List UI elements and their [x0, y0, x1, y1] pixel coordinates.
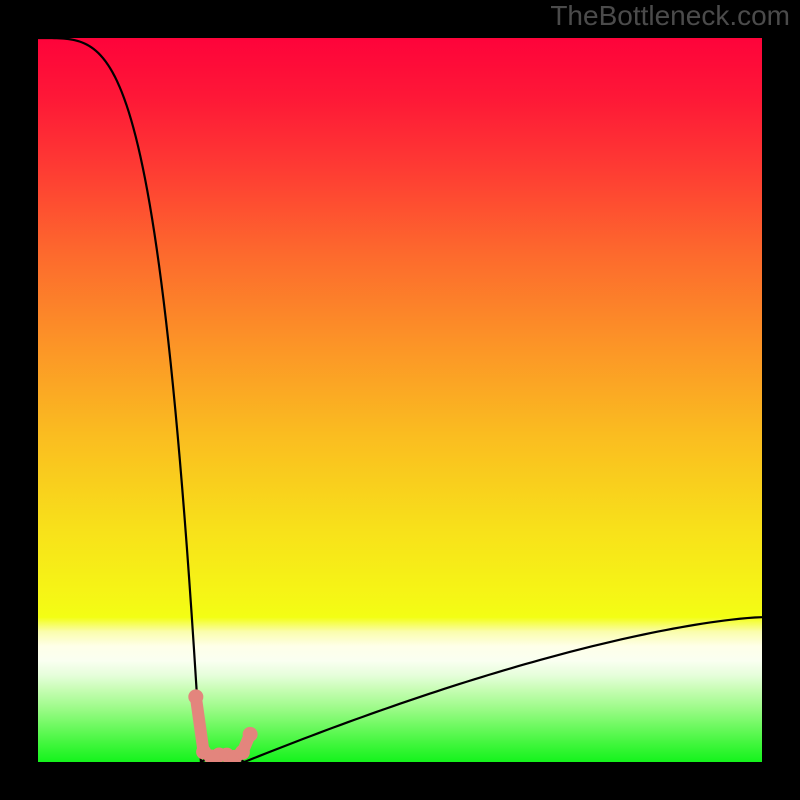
plot-area [38, 38, 762, 762]
trough-marker-dot [243, 727, 258, 742]
trough-marker-dot [188, 689, 203, 704]
trough-marker-dot [235, 745, 250, 760]
curve-layer [38, 38, 762, 762]
bottleneck-curve [38, 38, 762, 762]
chart-stage: TheBottleneck.com [0, 0, 800, 800]
watermark-text: TheBottleneck.com [550, 0, 790, 32]
